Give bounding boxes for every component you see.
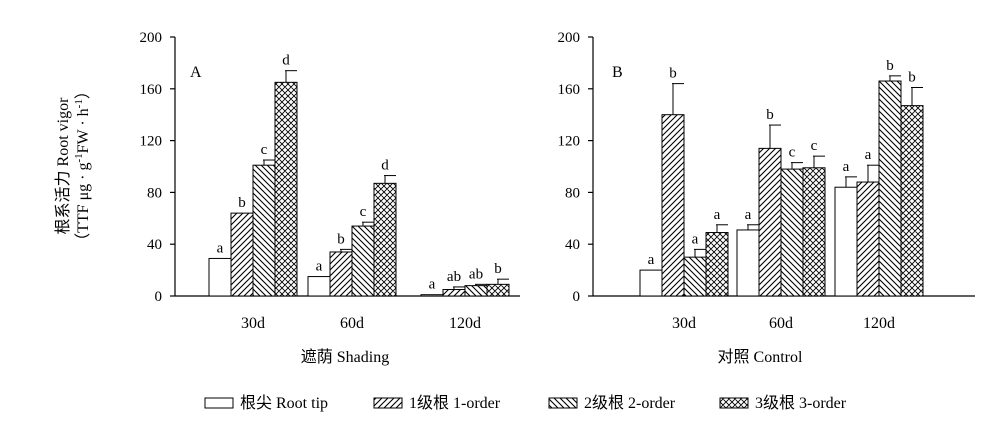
significance-letter: b (669, 66, 677, 82)
significance-letter: d (282, 53, 290, 69)
y-axis-title-line1: 根系活力 Root vigor (54, 97, 72, 235)
significance-letter: a (648, 252, 655, 268)
significance-letter: a (843, 159, 850, 175)
bar (208, 257, 232, 297)
significance-letter: c (811, 138, 818, 154)
significance-letter: ab (469, 266, 483, 282)
significance-letter: b (886, 58, 894, 74)
x-category-label: 60d (340, 315, 364, 332)
y-axis-title-line2: （TTF μg · g-1FW · h-1） (73, 83, 92, 249)
y-tick-label: 80 (147, 185, 162, 201)
significance-letter: c (261, 142, 268, 158)
legend-label: 根尖 Root tip (240, 394, 328, 412)
x-axis-title: 对照 Control (718, 348, 803, 366)
x-category-label: 30d (241, 315, 265, 332)
bar (420, 294, 444, 297)
significance-letter: a (429, 277, 436, 293)
significance-letter: a (745, 207, 752, 223)
bar (683, 256, 707, 297)
bar (252, 164, 276, 297)
bar (639, 269, 663, 297)
bar (373, 182, 397, 297)
significance-letter: d (381, 158, 389, 174)
bar (274, 81, 298, 297)
significance-letter: ab (447, 269, 461, 285)
y-tick-label: 200 (558, 30, 581, 46)
bar (856, 181, 880, 297)
bar (661, 114, 685, 297)
panel-letter: A (190, 64, 202, 81)
bar (329, 251, 353, 297)
legend-label: 3级根 3-order (755, 394, 847, 412)
legend-swatch (548, 397, 578, 409)
bar (758, 147, 782, 297)
bar (307, 276, 331, 297)
y-tick-label: 160 (140, 82, 163, 98)
significance-letter: a (316, 259, 323, 275)
legend-swatch (719, 397, 749, 409)
x-category-label: 30d (672, 315, 696, 332)
significance-letter: a (217, 240, 224, 256)
panel-letter: B (612, 64, 623, 81)
y-tick-label: 200 (140, 30, 163, 46)
y-tick-label: 160 (558, 82, 581, 98)
bar (736, 229, 760, 297)
significance-letter: b (238, 195, 246, 211)
bar (705, 232, 729, 297)
x-category-label: 120d (449, 315, 481, 332)
legend: 根尖 Root tip 1级根 1-order 2级根 2-order 3级根 3-o… (204, 394, 847, 412)
significance-letter: b (337, 231, 345, 247)
y-tick-label: 0 (155, 289, 163, 305)
bar (442, 289, 466, 297)
legend-label: 1级根 1-order (409, 394, 501, 412)
y-axis-title: 根系活力 Root vigor （TTF μg · g-1FW · h-1） (54, 83, 92, 249)
significance-letter: b (494, 261, 502, 277)
x-category-label: 120d (863, 315, 895, 332)
bar (351, 225, 375, 297)
legend-swatch (373, 397, 403, 409)
y-tick-label: 0 (573, 289, 581, 305)
legend-swatch (204, 397, 234, 409)
legend-label: 2级根 2-order (584, 394, 676, 412)
significance-letter: c (789, 145, 796, 161)
y-tick-label: 80 (565, 185, 580, 201)
y-tick-label: 120 (140, 134, 163, 150)
x-category-label: 60d (769, 315, 793, 332)
bar (780, 168, 804, 297)
bar (834, 186, 858, 297)
y-tick-label: 40 (147, 237, 162, 253)
x-axis-title: 遮荫 Shading (301, 348, 389, 366)
significance-letter: a (714, 207, 721, 223)
y-tick-label: 40 (565, 237, 580, 253)
bar (486, 283, 510, 297)
significance-letter: b (908, 70, 916, 86)
bar (464, 285, 488, 297)
bar (230, 212, 254, 297)
significance-letter: c (360, 204, 367, 220)
significance-letter: b (766, 107, 774, 123)
bar (802, 167, 826, 297)
significance-letter: a (865, 147, 872, 163)
bar (878, 80, 902, 297)
y-tick-label: 120 (558, 134, 581, 150)
bar (900, 105, 924, 297)
significance-letter: a (692, 231, 699, 247)
